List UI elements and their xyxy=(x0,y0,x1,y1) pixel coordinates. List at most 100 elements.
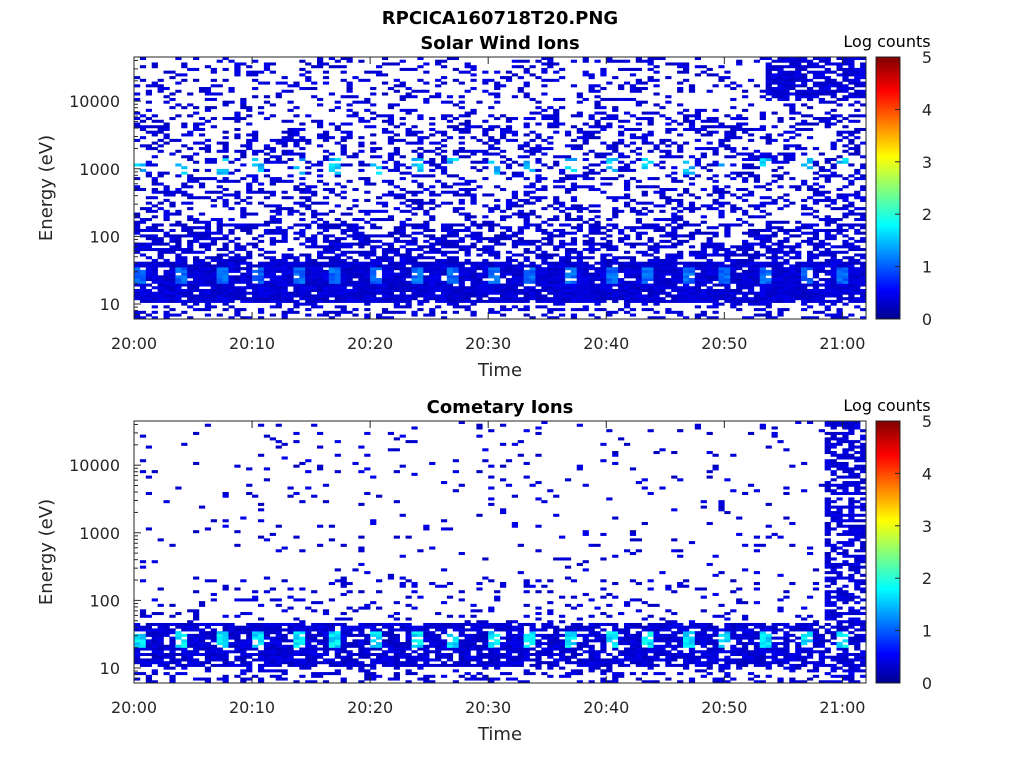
heatmap-cell xyxy=(824,220,831,224)
heatmap-cell xyxy=(806,87,814,91)
heatmap-cell xyxy=(429,297,436,301)
heatmap-cell xyxy=(352,264,359,268)
heatmap-cell xyxy=(446,294,454,298)
heatmap-cell xyxy=(435,286,442,290)
heatmap-cell xyxy=(523,248,530,252)
heatmap-cell xyxy=(801,316,808,320)
heatmap-cell xyxy=(600,280,607,284)
heatmap-cell xyxy=(293,81,300,85)
heatmap-cell xyxy=(440,242,448,246)
heatmap-cell xyxy=(281,207,288,211)
heatmap-cell xyxy=(759,125,766,129)
heatmap-cell xyxy=(281,275,288,279)
heatmap-cell xyxy=(795,92,802,96)
heatmap-cell xyxy=(765,286,772,290)
heatmap-cell xyxy=(812,245,820,249)
heatmap-cell xyxy=(263,81,271,85)
heatmap-cell xyxy=(677,111,684,115)
heatmap-cell xyxy=(700,288,707,293)
heatmap-cell xyxy=(228,299,235,303)
heatmap-cell xyxy=(801,65,808,69)
heatmap-cell xyxy=(452,57,459,61)
heatmap-cell xyxy=(151,177,158,181)
heatmap-cell xyxy=(759,239,766,243)
heatmap-cell xyxy=(824,215,831,219)
heatmap-cell xyxy=(228,261,235,265)
heatmap-cell xyxy=(470,275,477,279)
heatmap-cell xyxy=(440,258,448,262)
heatmap-cell xyxy=(346,261,353,265)
heatmap-cell xyxy=(169,152,176,156)
heatmap-cell xyxy=(576,272,583,276)
heatmap-cell xyxy=(818,73,825,77)
heatmap-cell xyxy=(647,141,654,145)
heatmap-cell xyxy=(511,286,519,290)
heatmap-cell xyxy=(440,201,448,205)
heatmap-cell xyxy=(364,283,371,287)
heatmap-cell xyxy=(500,226,507,230)
heatmap-cell xyxy=(718,223,725,227)
heatmap-cell xyxy=(387,179,395,183)
heatmap-cell xyxy=(783,267,790,271)
heatmap-cell xyxy=(240,278,247,282)
heatmap-cell xyxy=(293,237,300,241)
heatmap-cell xyxy=(311,297,318,301)
heatmap-cell xyxy=(665,267,672,271)
heatmap-cell xyxy=(157,138,164,142)
heatmap-cell xyxy=(547,57,554,61)
heatmap-cell xyxy=(659,239,666,243)
heatmap-cell xyxy=(824,269,831,273)
heatmap-cell xyxy=(435,179,442,183)
heatmap-cell xyxy=(399,299,406,303)
heatmap-cell xyxy=(252,294,259,298)
heatmap-cell xyxy=(139,245,147,249)
heatmap-cell xyxy=(753,299,761,303)
heatmap-cell xyxy=(305,264,312,268)
heatmap-cell xyxy=(429,168,436,172)
heatmap-cell xyxy=(246,106,253,110)
heatmap-cell xyxy=(145,130,153,134)
heatmap-cell xyxy=(783,283,790,287)
heatmap-cell xyxy=(547,291,554,295)
heatmap-cell xyxy=(464,70,471,74)
heatmap-cell xyxy=(322,62,330,66)
heatmap-cell xyxy=(157,280,164,284)
heatmap-cell xyxy=(771,288,778,293)
heatmap-cell xyxy=(588,237,595,241)
heatmap-cell xyxy=(399,201,406,205)
heatmap-cell xyxy=(505,127,513,131)
heatmap-cell xyxy=(706,67,713,71)
heatmap-cell xyxy=(641,250,648,254)
heatmap-cell xyxy=(257,182,265,186)
heatmap-cell xyxy=(529,291,536,295)
heatmap-cell xyxy=(364,275,371,279)
heatmap-cell xyxy=(594,163,601,167)
heatmap-cell xyxy=(252,297,259,301)
heatmap-cell xyxy=(494,288,501,293)
heatmap-cell xyxy=(588,228,595,232)
heatmap-cell xyxy=(618,133,625,137)
heatmap-cell xyxy=(659,278,666,282)
heatmap-cell xyxy=(216,264,223,268)
heatmap-cell xyxy=(234,275,241,279)
heatmap-cell xyxy=(765,97,772,101)
heatmap-cell xyxy=(606,278,613,282)
heatmap-cell xyxy=(635,89,642,93)
heatmap-cell xyxy=(293,310,300,314)
heatmap-cell xyxy=(317,297,324,301)
heatmap-cell xyxy=(470,272,477,276)
heatmap-cell xyxy=(440,288,448,293)
heatmap-cell xyxy=(618,256,625,260)
heatmap-cell xyxy=(263,157,271,162)
heatmap-cell xyxy=(322,133,330,137)
heatmap-cell xyxy=(700,242,707,246)
heatmap-cell xyxy=(157,242,164,246)
heatmap-cell xyxy=(376,201,383,205)
heatmap-cell xyxy=(299,73,306,77)
heatmap-cell xyxy=(677,313,684,317)
heatmap-cell xyxy=(665,269,672,273)
heatmap-cell xyxy=(370,103,377,107)
heatmap-cell xyxy=(659,267,666,271)
heatmap-cell xyxy=(629,256,637,260)
heatmap-cell xyxy=(801,288,808,293)
